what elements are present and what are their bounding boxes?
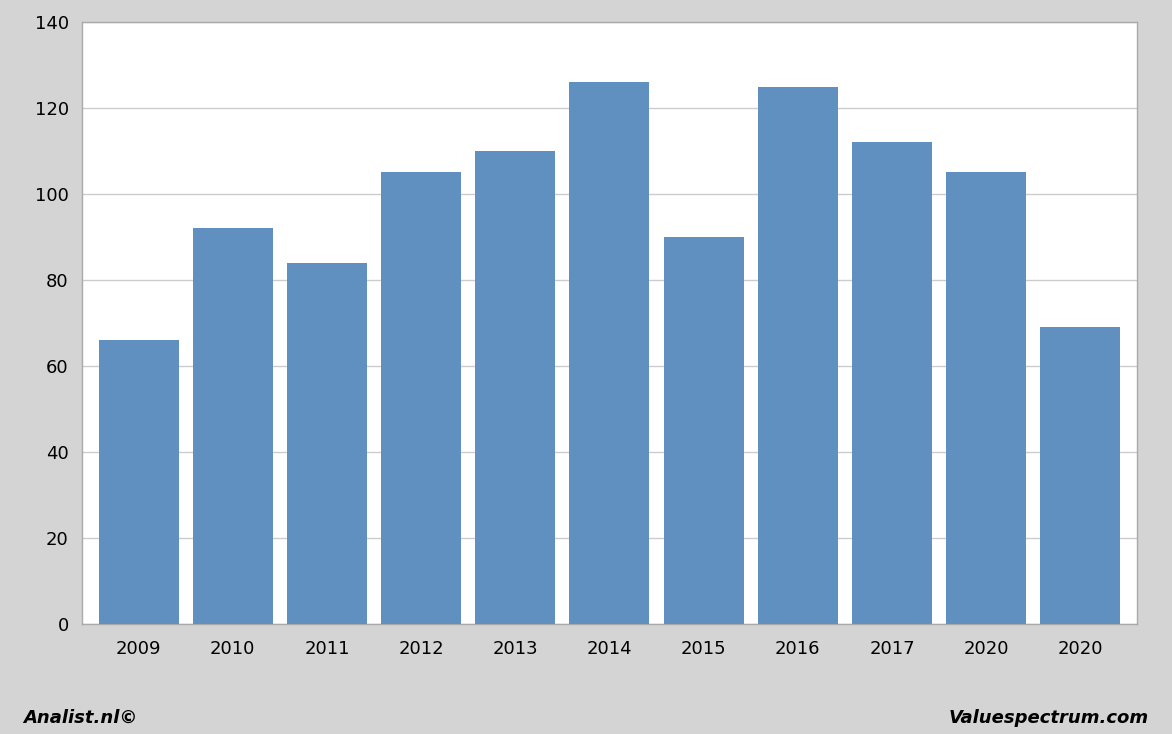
Bar	[98, 340, 178, 624]
Bar	[381, 172, 461, 624]
Bar	[946, 172, 1027, 624]
Text: Analist.nl©: Analist.nl©	[23, 708, 138, 727]
Bar	[570, 82, 649, 624]
Bar	[758, 87, 838, 624]
Bar	[852, 142, 932, 624]
Bar	[192, 228, 273, 624]
Bar	[1041, 327, 1120, 624]
Bar	[287, 263, 367, 624]
Text: Valuespectrum.com: Valuespectrum.com	[948, 708, 1149, 727]
Bar	[475, 151, 556, 624]
Bar	[663, 237, 744, 624]
